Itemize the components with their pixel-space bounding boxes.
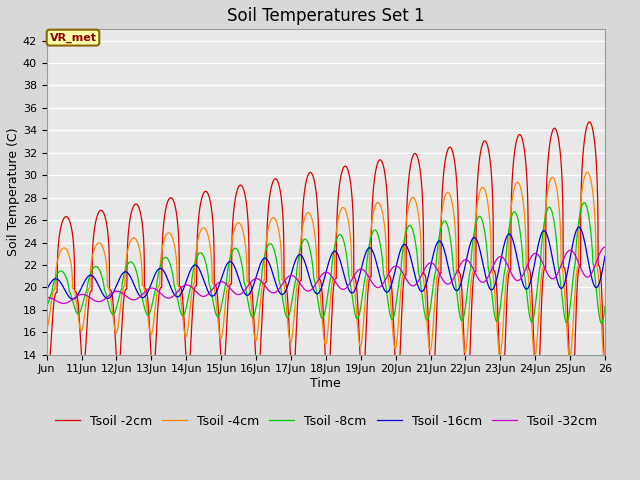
Line: Tsoil -2cm: Tsoil -2cm (47, 122, 605, 408)
Tsoil -32cm (404, 279, 412, 285)
Tsoil -2cm (472, 269, 479, 275)
Tsoil -4cm (139, 283, 147, 288)
Tsoil -32cm (456, 264, 463, 269)
Tsoil -8cm (456, 310, 463, 315)
Tsoil -2cm (404, 187, 412, 192)
Y-axis label: Soil Temperature (C): Soil Temperature (C) (7, 128, 20, 256)
Tsoil -2cm (456, 270, 463, 276)
Line: Tsoil -4cm: Tsoil -4cm (47, 172, 605, 360)
Tsoil -8cm (480, 224, 488, 230)
Tsoil -16cm (139, 295, 147, 300)
Tsoil -32cm (60, 300, 68, 306)
Tsoil -32cm (472, 271, 479, 277)
Tsoil -4cm (404, 208, 412, 214)
Tsoil -8cm (472, 222, 479, 228)
Tsoil -16cm (472, 236, 479, 241)
Tsoil -8cm (598, 320, 605, 326)
Tsoil -32cm (480, 279, 488, 285)
Tsoil -16cm (480, 266, 488, 272)
Tsoil -8cm (580, 200, 588, 205)
Title: Soil Temperatures Set 1: Soil Temperatures Set 1 (227, 7, 425, 25)
Tsoil -2cm (568, 405, 575, 411)
Tsoil -32cm (43, 295, 51, 300)
Text: VR_met: VR_met (49, 33, 97, 43)
Tsoil -4cm (456, 283, 463, 289)
Tsoil -16cm (43, 287, 51, 292)
Tsoil -8cm (415, 271, 423, 277)
Tsoil -2cm (43, 351, 51, 357)
Tsoil -4cm (480, 185, 488, 191)
Tsoil -2cm (415, 160, 423, 166)
Tsoil -4cm (43, 326, 51, 332)
Tsoil -4cm (584, 169, 591, 175)
Line: Tsoil -16cm: Tsoil -16cm (47, 227, 605, 299)
Tsoil -16cm (456, 285, 463, 290)
Tsoil -8cm (43, 305, 51, 311)
Tsoil -2cm (601, 384, 609, 390)
Tsoil -16cm (601, 253, 609, 259)
X-axis label: Time: Time (310, 377, 341, 390)
Line: Tsoil -8cm: Tsoil -8cm (47, 203, 605, 323)
Tsoil -4cm (601, 357, 609, 363)
Tsoil -2cm (139, 226, 147, 232)
Legend: Tsoil -2cm, Tsoil -4cm, Tsoil -8cm, Tsoil -16cm, Tsoil -32cm: Tsoil -2cm, Tsoil -4cm, Tsoil -8cm, Tsoi… (50, 410, 602, 433)
Tsoil -4cm (472, 216, 479, 222)
Tsoil -8cm (139, 298, 147, 304)
Tsoil -2cm (586, 119, 593, 125)
Tsoil -32cm (601, 244, 609, 250)
Tsoil -32cm (139, 291, 147, 297)
Tsoil -16cm (404, 246, 412, 252)
Tsoil -16cm (415, 286, 423, 292)
Tsoil -2cm (480, 138, 488, 144)
Line: Tsoil -32cm: Tsoil -32cm (47, 247, 605, 303)
Tsoil -4cm (415, 216, 423, 221)
Tsoil -16cm (69, 296, 77, 302)
Tsoil -32cm (415, 277, 423, 283)
Tsoil -8cm (404, 225, 412, 230)
Tsoil -4cm (601, 358, 609, 363)
Tsoil -16cm (575, 224, 583, 230)
Tsoil -8cm (601, 304, 609, 310)
